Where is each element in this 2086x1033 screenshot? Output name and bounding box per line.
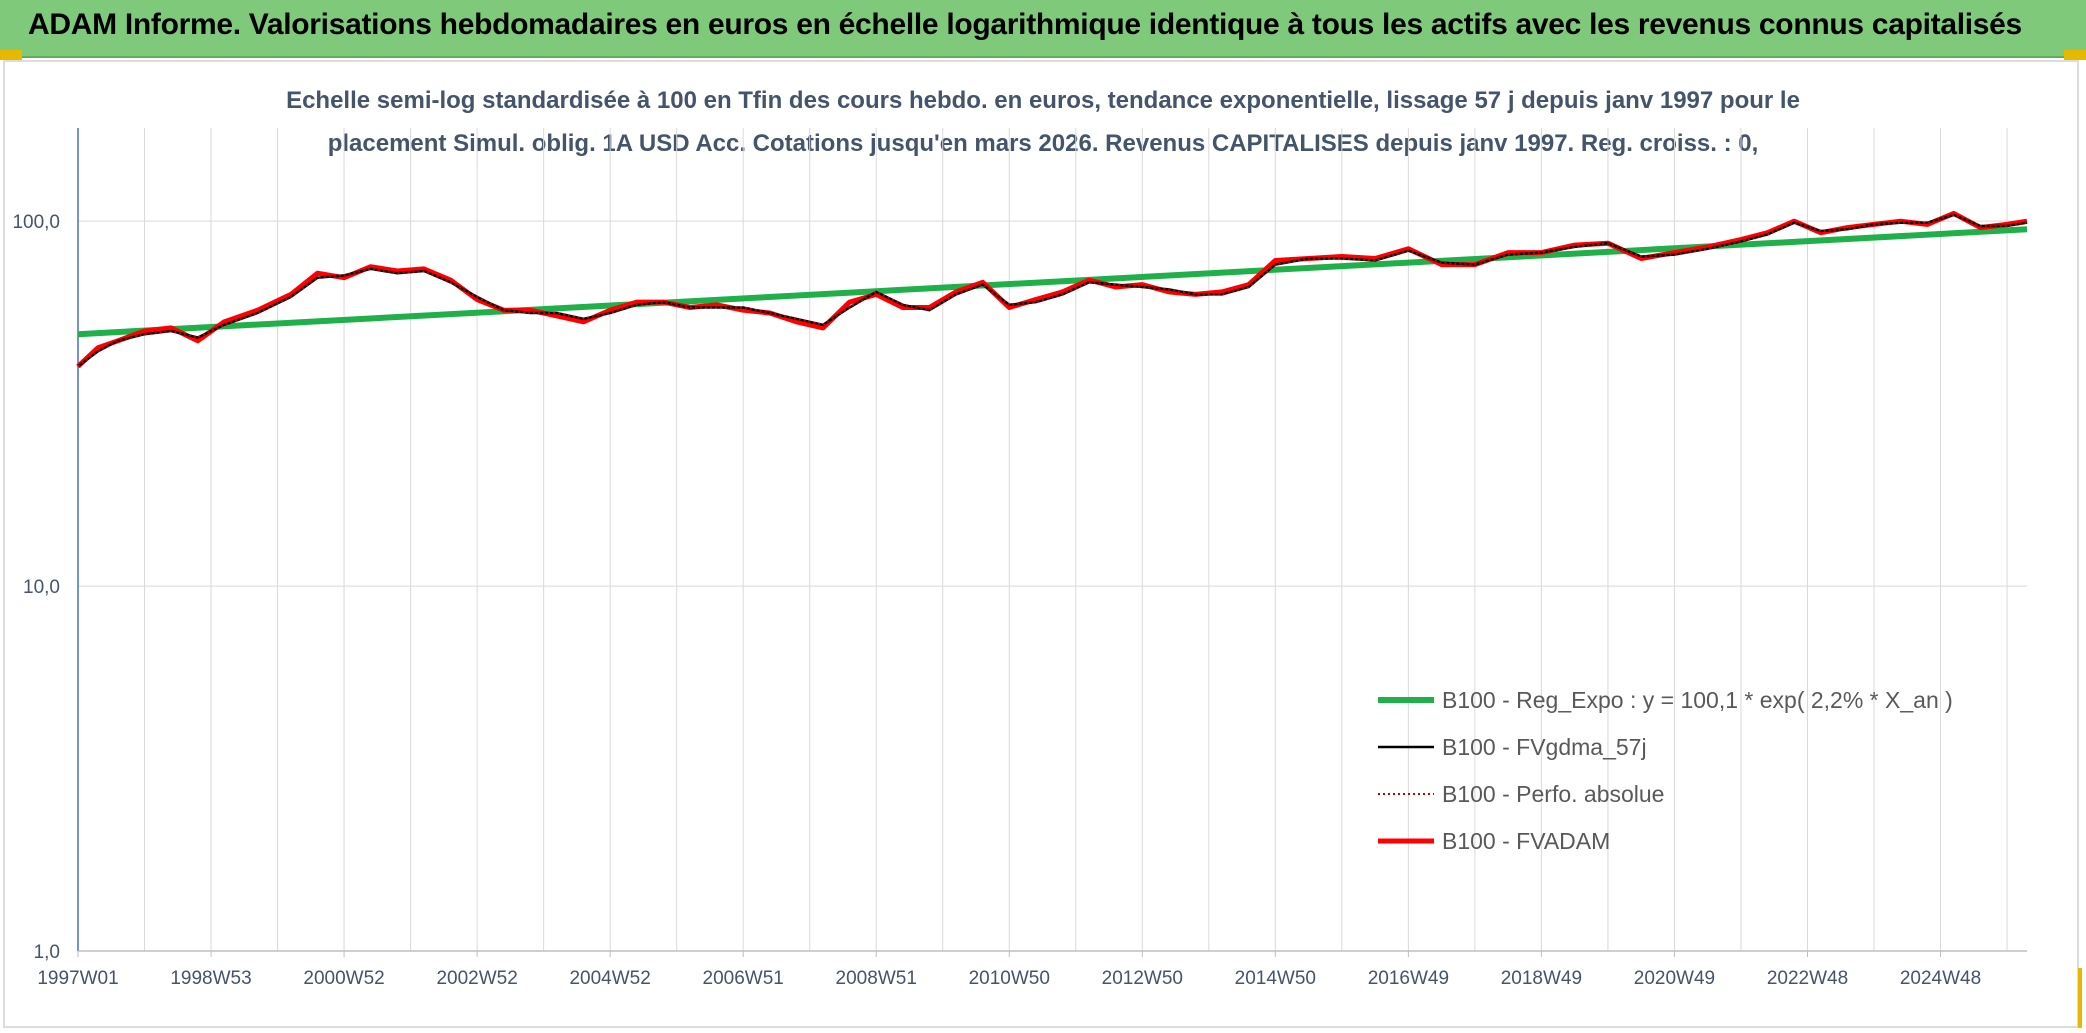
chart-frame <box>3 60 2079 1028</box>
x-tick-label: 2022W48 <box>1767 968 1848 989</box>
legend-label: B100 - FVgdma_57j <box>1442 734 1647 760</box>
frame-accent-bar <box>2078 968 2082 1028</box>
x-tick-label: 1997W01 <box>37 968 118 989</box>
x-tick-label: 2004W52 <box>569 968 650 989</box>
chart-series <box>76 210 2028 369</box>
x-tick-label: 1998W53 <box>170 968 251 989</box>
header-banner: ADAM Informe. Valorisations hebdomadaire… <box>0 0 2086 58</box>
corner-marker-right <box>2064 50 2086 60</box>
x-tick-label: 2014W50 <box>1235 968 1316 989</box>
x-tick-label: 2018W49 <box>1501 968 1582 989</box>
page-title: ADAM Informe. Valorisations hebdomadaire… <box>28 8 2022 41</box>
legend-label: B100 - Perfo. absolue <box>1442 781 1664 807</box>
x-tick-label: 2008W51 <box>836 968 917 989</box>
x-tick-label: 2006W51 <box>703 968 784 989</box>
series-line-4 <box>76 210 2028 369</box>
x-tick-label: 2012W50 <box>1102 968 1183 989</box>
chart-title-line1: Echelle semi-log standardisée à 100 en T… <box>286 87 1800 114</box>
x-tick-label: 2000W52 <box>303 968 384 989</box>
series-line-2 <box>77 213 2028 368</box>
series-line-3 <box>77 213 2028 368</box>
y-tick-label: 1,0 <box>34 942 60 963</box>
legend-label: B100 - FVADAM <box>1442 828 1610 854</box>
chart-axes: 1,0 10,0 100,0 1997W01 1998W53 2000W52 2002W52… <box>12 128 2027 989</box>
chart-title-line2: placement Simul. oblig. 1A USD Acc. Cota… <box>327 130 1759 157</box>
chart-grid <box>78 128 2027 951</box>
x-tick-label: 2010W50 <box>969 968 1050 989</box>
y-tick-label: 100,0 <box>12 212 60 233</box>
legend-label: B100 - Reg_Expo : y = 100,1 * exp( 2,2% … <box>1442 687 1953 713</box>
x-tick-label: 2002W52 <box>436 968 517 989</box>
series-line-1 <box>77 226 2028 338</box>
x-tick-label: 2016W49 <box>1368 968 1449 989</box>
y-tick-label: 10,0 <box>23 577 60 598</box>
corner-marker-left <box>0 50 22 60</box>
x-tick-label: 2024W48 <box>1900 968 1981 989</box>
chart-legend: B100 - Reg_Expo : y = 100,1 * exp( 2,2% … <box>1378 687 1953 854</box>
x-tick-label: 2020W49 <box>1634 968 1715 989</box>
